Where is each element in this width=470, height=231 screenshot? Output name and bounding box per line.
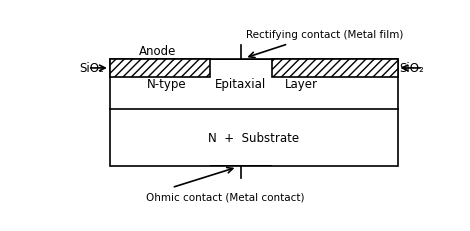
Bar — [110, 60, 398, 167]
Text: Anode: Anode — [138, 44, 176, 57]
Text: N  +  Substrate: N + Substrate — [208, 131, 299, 144]
Text: SiO₂: SiO₂ — [400, 62, 424, 75]
Text: N-type: N-type — [146, 77, 186, 90]
Bar — [210, 60, 272, 61]
Text: Layer: Layer — [284, 77, 317, 90]
Text: Rectifying contact (Metal film): Rectifying contact (Metal film) — [246, 30, 403, 40]
Text: Ohmic contact (Metal contact): Ohmic contact (Metal contact) — [146, 192, 305, 202]
Text: Epitaxial: Epitaxial — [215, 77, 266, 90]
Bar — [272, 60, 398, 78]
Bar — [210, 166, 272, 167]
Bar — [110, 60, 210, 78]
Text: SiO₂: SiO₂ — [79, 62, 104, 75]
